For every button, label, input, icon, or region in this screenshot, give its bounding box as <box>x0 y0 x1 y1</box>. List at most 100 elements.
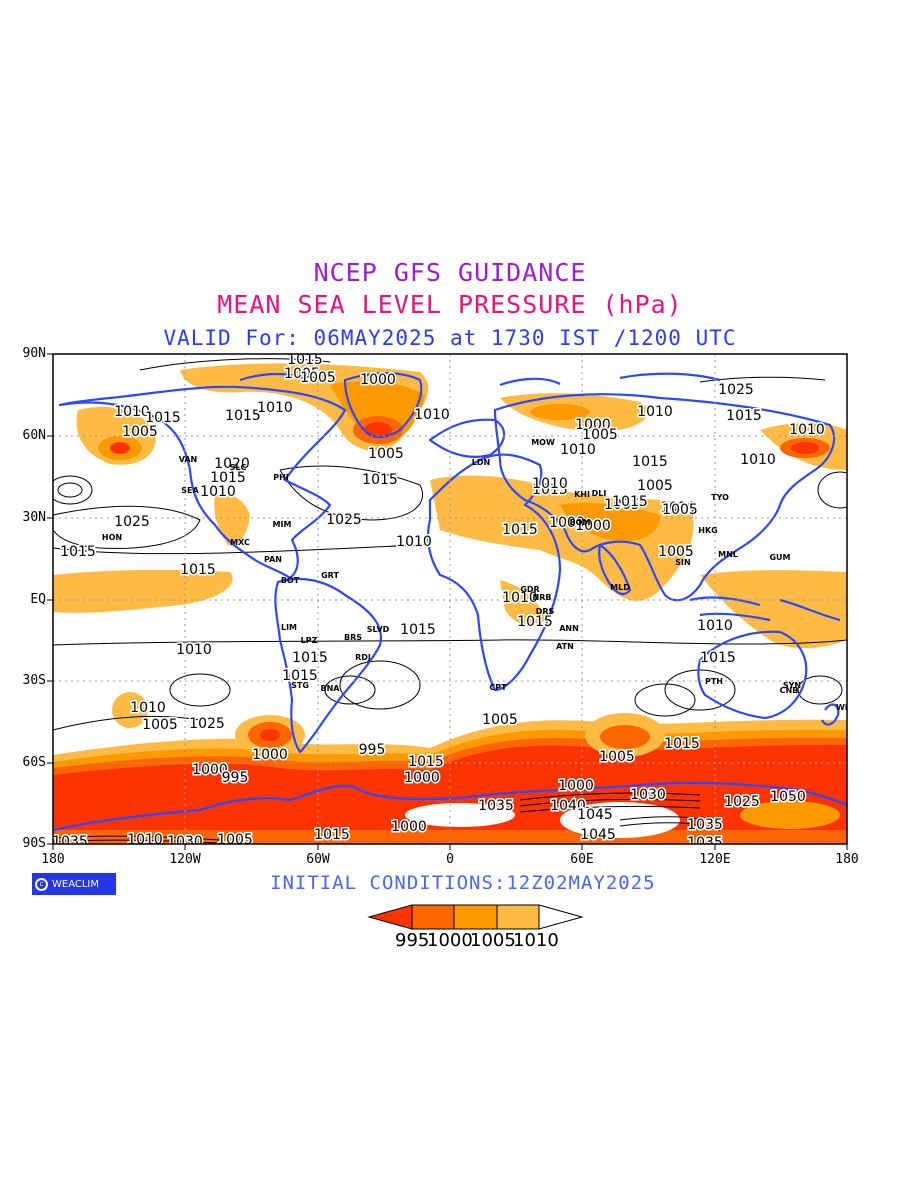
isobar-label: 1010 <box>789 422 825 438</box>
isobar-label: 1010 <box>697 618 733 634</box>
isobar-label: 1005 <box>582 427 618 443</box>
isobar-label: 1010 <box>396 534 432 550</box>
station-code-label: CNB <box>780 686 799 695</box>
isobar-label: 1005 <box>122 424 158 440</box>
isobar-label: 1015 <box>664 736 700 752</box>
lat-label: 60N <box>22 428 46 443</box>
station-code-label: SLVD <box>367 625 390 634</box>
isobar-label: 1010 <box>414 407 450 423</box>
station-code-label: BOT <box>281 576 300 585</box>
lat-label: 60S <box>22 755 46 770</box>
isobar-label: 1015 <box>632 454 668 470</box>
isobar-label: 1025 <box>189 716 225 732</box>
coastlines <box>53 372 847 832</box>
isobar-label: 1015 <box>180 562 216 578</box>
isobar-label: 1000 <box>252 747 288 763</box>
isobar-label: 1025 <box>114 514 150 530</box>
isobar-label: 1010 <box>740 452 776 468</box>
lon-label: 120W <box>169 852 201 867</box>
station-labels: HON VAN SEA SLC PHI MIM MXC PAN BOT LIM LPZ STG BNA G… <box>102 438 847 712</box>
station-code-label: ANN <box>559 624 579 633</box>
legend-label: 1005 <box>470 930 516 951</box>
lat-label: 30N <box>22 510 46 525</box>
isobar-label: 1015 <box>60 544 96 560</box>
isobar-label: 1005 <box>662 502 698 518</box>
isobar-label: 1015 <box>287 352 323 368</box>
isobar-label: 1015 <box>726 408 762 424</box>
isobar-label: 1000 <box>558 778 594 794</box>
station-code-label: HKG <box>698 526 717 535</box>
isobar-label: 1015 <box>700 650 736 666</box>
copyright-icon: c <box>35 877 48 891</box>
lat-lon-grid <box>53 354 847 844</box>
isobar-label: 1015 <box>225 408 261 424</box>
station-code-label: KHI <box>574 490 590 499</box>
isobar-label: 1005 <box>482 712 518 728</box>
station-code-label: MLD <box>610 583 630 592</box>
isobar-label: 1010 <box>127 832 163 848</box>
valid-time: VALID For: 06MAY2025 at 1730 IST /1200 U… <box>163 326 737 350</box>
legend-label: 1000 <box>427 930 473 951</box>
isobar-label: 1035 <box>687 817 723 833</box>
isobar-label: 1025 <box>718 382 754 398</box>
station-code-label: PAN <box>264 555 282 564</box>
isobar-label: 1030 <box>167 834 203 850</box>
station-code-label: SYN <box>783 681 801 690</box>
lon-label: 60W <box>306 852 330 867</box>
isobar-label: 1005 <box>658 544 694 560</box>
map-title: NCEP GFS GUIDANCE <box>313 258 587 287</box>
isobar-label: 1040 <box>550 798 586 814</box>
isobar-label: 1010 <box>637 404 673 420</box>
isobar-label: 1000 <box>549 515 585 531</box>
map-subtitle: MEAN SEA LEVEL PRESSURE (hPa) <box>217 290 683 319</box>
isobar-label: 1000 <box>575 417 611 433</box>
lon-label: 120E <box>699 852 731 867</box>
lon-label: 180 <box>835 852 859 867</box>
station-code-label: DLI <box>592 489 607 498</box>
legend-label: 1010 <box>513 930 559 951</box>
station-code-label: BRS <box>344 633 362 642</box>
isobar-label: 1030 <box>630 787 666 803</box>
isobar-label: 1045 <box>577 807 613 823</box>
isobar-label: 1025 <box>724 794 760 810</box>
station-code-label: LPZ <box>301 636 318 645</box>
station-code-label: CPT <box>489 683 507 692</box>
lat-label: 30S <box>22 673 46 688</box>
initial-conditions: INITIAL CONDITIONS:12Z02MAY2025 <box>270 872 656 894</box>
station-code-label: HON <box>102 533 122 542</box>
isobar-label: 995 <box>359 742 386 758</box>
isobar-label: 1010 <box>660 500 696 516</box>
isobar-label: 1015 <box>612 494 648 510</box>
station-code-label: LIM <box>281 623 297 632</box>
isobar-label: 1010 <box>130 700 166 716</box>
station-code-label: MIM <box>273 520 292 529</box>
station-code-label: PTH <box>705 677 723 686</box>
isobars <box>53 358 847 844</box>
isobar-label: 1005 <box>599 749 635 765</box>
isobar-label: 1005 <box>217 832 253 848</box>
isobar-label: 1005 <box>300 370 336 386</box>
isobar-label: 1015 <box>408 754 444 770</box>
lon-label: 180 <box>41 852 65 867</box>
isobar-label: 1015 <box>517 614 553 630</box>
station-code-label: MOW <box>531 438 555 447</box>
lat-label: EQ <box>30 592 46 607</box>
isobar-label: 1000 <box>192 762 228 778</box>
lon-label: 60E <box>570 852 594 867</box>
isobar-label: 1025 <box>326 512 362 528</box>
station-code-label: ATN <box>556 642 574 651</box>
isobar-label: 1050 <box>770 789 806 805</box>
station-code-label: SIN <box>675 558 690 567</box>
axis-ticks <box>47 353 848 850</box>
isobar-label: 1035 <box>478 798 514 814</box>
heat-lows <box>214 475 694 626</box>
isobar-label: 1000 <box>575 518 611 534</box>
isobar-label: 1015 <box>282 668 318 684</box>
station-code-label: MXC <box>230 538 250 547</box>
isobar-label: 1015 <box>314 827 350 843</box>
equatorial-bands <box>53 569 847 649</box>
station-code-label: DRS <box>536 607 555 616</box>
